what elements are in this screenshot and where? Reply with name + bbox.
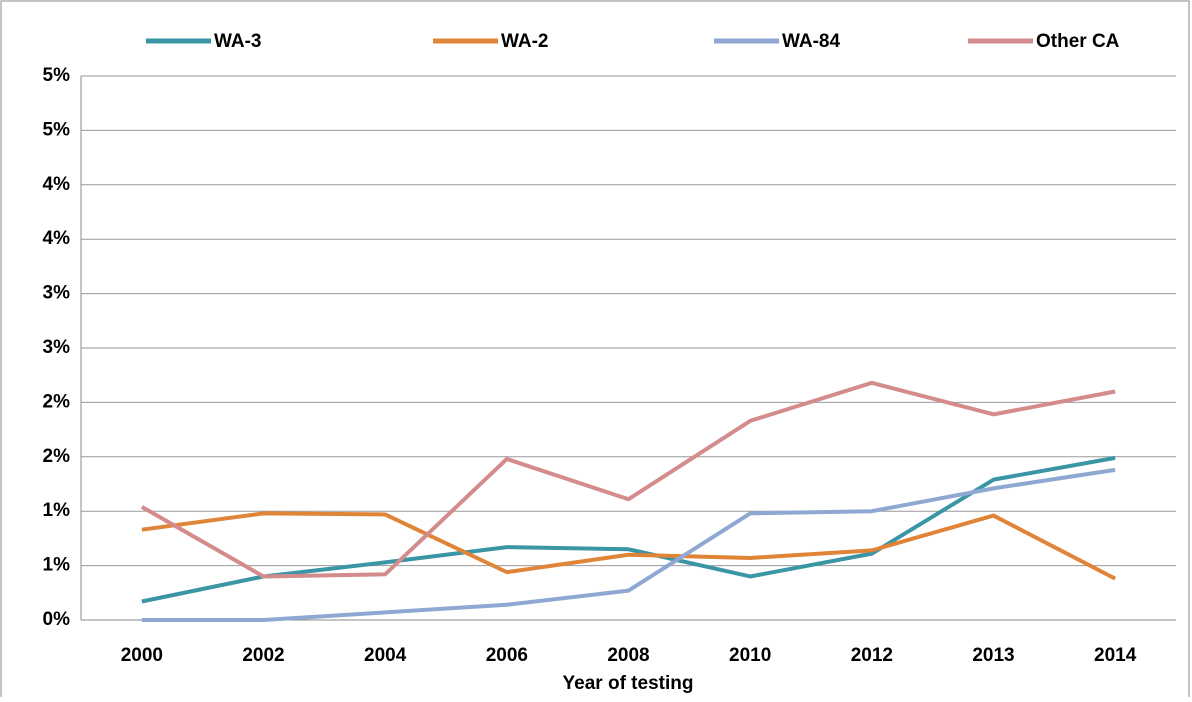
y-tick-label: 5% (43, 119, 71, 140)
series-line (141, 455, 1116, 604)
legend-label: WA-84 (782, 31, 841, 52)
y-tick-label: 3% (43, 283, 71, 304)
y-tick-label: 4% (43, 174, 71, 195)
series-line (141, 511, 1117, 581)
y-tick-label: 1% (43, 555, 71, 576)
y-tick-label: 4% (43, 228, 71, 249)
y-tick-label: 2% (43, 446, 71, 467)
legend-label: WA-2 (501, 31, 549, 52)
x-tick-label: 2010 (729, 645, 771, 666)
x-tick-label: 2004 (364, 645, 407, 666)
x-tick-label: 2013 (972, 645, 1014, 666)
x-tick-label: 2012 (851, 645, 893, 666)
x-tick-label: 2006 (486, 645, 528, 666)
y-tick-label: 1% (43, 500, 71, 521)
series-line (141, 467, 1116, 622)
series-line (140, 380, 1116, 579)
x-tick-label: 2000 (121, 645, 163, 666)
x-axis-title: Year of testing (563, 673, 694, 694)
y-tick-label: 5% (43, 65, 71, 86)
y-tick-label: 2% (43, 391, 71, 412)
legend-label: Other CA (1036, 31, 1120, 52)
legend-label: WA-3 (214, 31, 262, 52)
x-tick-label: 2014 (1094, 645, 1137, 666)
y-tick-label: 0% (43, 609, 71, 630)
y-tick-label: 3% (43, 337, 71, 358)
x-tick-label: 2002 (242, 645, 284, 666)
x-tick-label: 2008 (607, 645, 649, 666)
